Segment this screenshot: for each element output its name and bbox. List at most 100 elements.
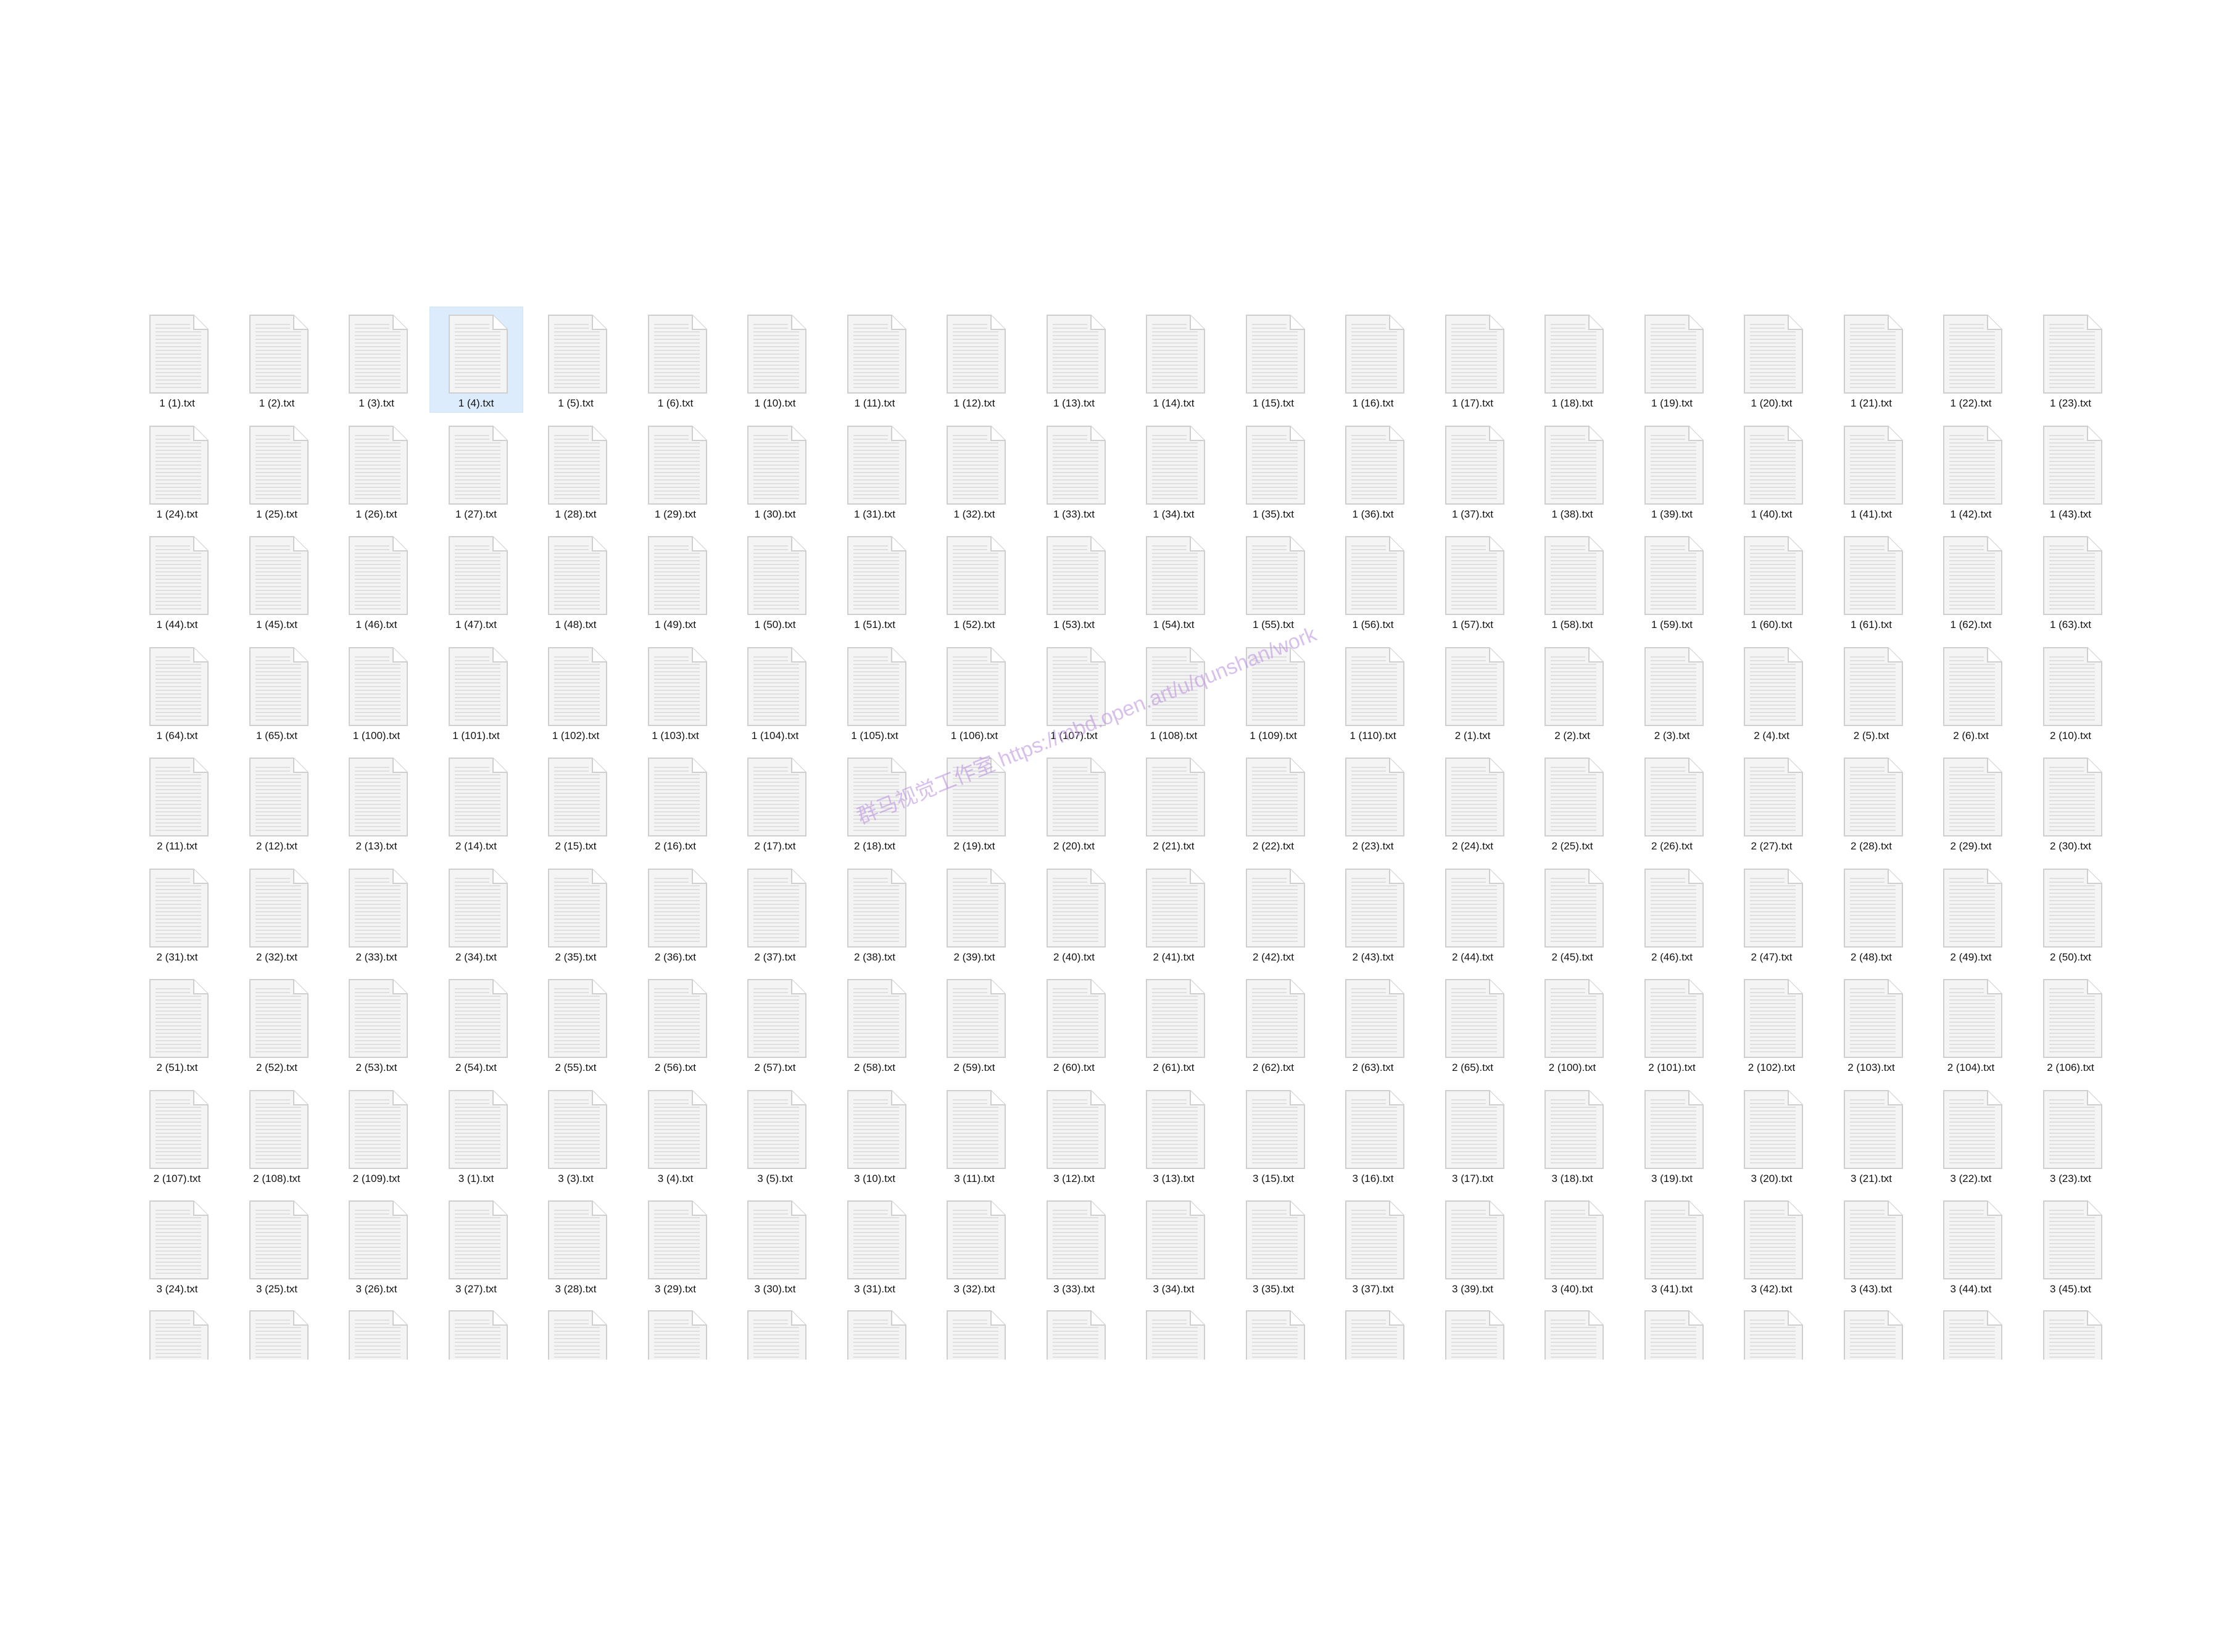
file-item-2-10-txt[interactable]: 2 (10).txt (2025, 640, 2117, 745)
partial-file-item[interactable] (1526, 1308, 1619, 1360)
file-item-1-57-txt[interactable]: 1 (57).txt (1427, 529, 1519, 634)
file-item-2-26-txt[interactable]: 2 (26).txt (1626, 750, 1719, 855)
file-item-3-42-txt[interactable]: 3 (42).txt (1725, 1193, 1818, 1298)
partial-file-item[interactable] (1725, 1308, 1818, 1360)
file-item-1-60-txt[interactable]: 1 (60).txt (1725, 529, 1818, 634)
file-item-1-15-txt[interactable]: 1 (15).txt (1227, 307, 1320, 412)
file-item-2-24-txt[interactable]: 2 (24).txt (1427, 750, 1519, 855)
file-item-2-51-txt[interactable]: 2 (51).txt (131, 972, 223, 1076)
partial-file-item[interactable] (529, 1308, 622, 1360)
file-item-1-25-txt[interactable]: 1 (25).txt (231, 418, 323, 523)
file-item-2-14-txt[interactable]: 2 (14).txt (430, 750, 523, 855)
file-item-3-23-txt[interactable]: 3 (23).txt (2025, 1083, 2117, 1187)
file-item-2-45-txt[interactable]: 2 (45).txt (1526, 861, 1619, 966)
file-item-1-49-txt[interactable]: 1 (49).txt (629, 529, 722, 634)
file-item-2-49-txt[interactable]: 2 (49).txt (1925, 861, 2017, 966)
file-item-1-30-txt[interactable]: 1 (30).txt (729, 418, 821, 523)
file-item-2-37-txt[interactable]: 2 (37).txt (729, 861, 821, 966)
file-item-3-39-txt[interactable]: 3 (39).txt (1427, 1193, 1519, 1298)
file-item-1-29-txt[interactable]: 1 (29).txt (629, 418, 722, 523)
file-item-3-15-txt[interactable]: 3 (15).txt (1227, 1083, 1320, 1187)
file-item-3-41-txt[interactable]: 3 (41).txt (1626, 1193, 1719, 1298)
file-item-1-44-txt[interactable]: 1 (44).txt (131, 529, 223, 634)
file-item-1-54-txt[interactable]: 1 (54).txt (1127, 529, 1220, 634)
file-item-2-42-txt[interactable]: 2 (42).txt (1227, 861, 1320, 966)
file-item-1-59-txt[interactable]: 1 (59).txt (1626, 529, 1719, 634)
file-item-2-36-txt[interactable]: 2 (36).txt (629, 861, 722, 966)
file-item-1-3-txt[interactable]: 1 (3).txt (330, 307, 423, 412)
file-item-2-102-txt[interactable]: 2 (102).txt (1725, 972, 1818, 1076)
file-item-3-16-txt[interactable]: 3 (16).txt (1327, 1083, 1419, 1187)
file-item-3-25-txt[interactable]: 3 (25).txt (231, 1193, 323, 1298)
partial-file-item[interactable] (629, 1308, 722, 1360)
file-item-3-11-txt[interactable]: 3 (11).txt (928, 1083, 1021, 1187)
file-item-1-103-txt[interactable]: 1 (103).txt (629, 640, 722, 745)
file-item-2-107-txt[interactable]: 2 (107).txt (131, 1083, 223, 1187)
file-item-1-33-txt[interactable]: 1 (33).txt (1028, 418, 1121, 523)
file-item-1-110-txt[interactable]: 1 (110).txt (1327, 640, 1419, 745)
file-item-1-16-txt[interactable]: 1 (16).txt (1327, 307, 1419, 412)
file-item-1-22-txt[interactable]: 1 (22).txt (1925, 307, 2017, 412)
partial-file-item[interactable] (1227, 1308, 1320, 1360)
file-item-2-38-txt[interactable]: 2 (38).txt (829, 861, 921, 966)
file-item-2-60-txt[interactable]: 2 (60).txt (1028, 972, 1121, 1076)
file-item-3-26-txt[interactable]: 3 (26).txt (330, 1193, 423, 1298)
partial-file-item[interactable] (131, 1308, 223, 1360)
file-item-2-52-txt[interactable]: 2 (52).txt (231, 972, 323, 1076)
file-item-2-101-txt[interactable]: 2 (101).txt (1626, 972, 1719, 1076)
file-item-1-52-txt[interactable]: 1 (52).txt (928, 529, 1021, 634)
file-item-1-51-txt[interactable]: 1 (51).txt (829, 529, 921, 634)
file-item-1-61-txt[interactable]: 1 (61).txt (1825, 529, 1918, 634)
file-item-2-109-txt[interactable]: 2 (109).txt (330, 1083, 423, 1187)
partial-file-item[interactable] (1427, 1308, 1519, 1360)
file-item-2-39-txt[interactable]: 2 (39).txt (928, 861, 1021, 966)
file-item-2-48-txt[interactable]: 2 (48).txt (1825, 861, 1918, 966)
file-item-3-10-txt[interactable]: 3 (10).txt (829, 1083, 921, 1187)
file-item-2-13-txt[interactable]: 2 (13).txt (330, 750, 423, 855)
file-item-1-14-txt[interactable]: 1 (14).txt (1127, 307, 1220, 412)
file-item-1-101-txt[interactable]: 1 (101).txt (430, 640, 523, 745)
file-item-1-13-txt[interactable]: 1 (13).txt (1028, 307, 1121, 412)
file-item-2-54-txt[interactable]: 2 (54).txt (430, 972, 523, 1076)
file-item-3-32-txt[interactable]: 3 (32).txt (928, 1193, 1021, 1298)
file-item-3-45-txt[interactable]: 3 (45).txt (2025, 1193, 2117, 1298)
file-item-1-65-txt[interactable]: 1 (65).txt (231, 640, 323, 745)
file-item-1-46-txt[interactable]: 1 (46).txt (330, 529, 423, 634)
file-item-2-3-txt[interactable]: 2 (3).txt (1626, 640, 1719, 745)
file-item-1-10-txt[interactable]: 1 (10).txt (729, 307, 821, 412)
file-item-2-100-txt[interactable]: 2 (100).txt (1526, 972, 1619, 1076)
file-item-2-40-txt[interactable]: 2 (40).txt (1028, 861, 1121, 966)
partial-file-item[interactable] (1825, 1308, 1918, 1360)
file-item-3-18-txt[interactable]: 3 (18).txt (1526, 1083, 1619, 1187)
file-item-2-33-txt[interactable]: 2 (33).txt (330, 861, 423, 966)
file-item-2-63-txt[interactable]: 2 (63).txt (1327, 972, 1419, 1076)
file-item-1-42-txt[interactable]: 1 (42).txt (1925, 418, 2017, 523)
file-item-2-55-txt[interactable]: 2 (55).txt (529, 972, 622, 1076)
file-item-1-34-txt[interactable]: 1 (34).txt (1127, 418, 1220, 523)
file-item-2-56-txt[interactable]: 2 (56).txt (629, 972, 722, 1076)
file-item-2-65-txt[interactable]: 2 (65).txt (1427, 972, 1519, 1076)
file-item-1-18-txt[interactable]: 1 (18).txt (1526, 307, 1619, 412)
file-item-1-41-txt[interactable]: 1 (41).txt (1825, 418, 1918, 523)
file-item-2-18-txt[interactable]: 2 (18).txt (829, 750, 921, 855)
file-item-2-47-txt[interactable]: 2 (47).txt (1725, 861, 1818, 966)
file-item-1-1-txt[interactable]: 1 (1).txt (131, 307, 223, 412)
partial-file-item[interactable] (928, 1308, 1021, 1360)
file-item-1-19-txt[interactable]: 1 (19).txt (1626, 307, 1719, 412)
file-item-1-102-txt[interactable]: 1 (102).txt (529, 640, 622, 745)
file-item-1-17-txt[interactable]: 1 (17).txt (1427, 307, 1519, 412)
file-item-2-106-txt[interactable]: 2 (106).txt (2025, 972, 2117, 1076)
file-item-1-105-txt[interactable]: 1 (105).txt (829, 640, 921, 745)
file-item-1-53-txt[interactable]: 1 (53).txt (1028, 529, 1121, 634)
file-item-2-103-txt[interactable]: 2 (103).txt (1825, 972, 1918, 1076)
file-item-1-26-txt[interactable]: 1 (26).txt (330, 418, 423, 523)
file-item-2-1-txt[interactable]: 2 (1).txt (1427, 640, 1519, 745)
file-item-1-58-txt[interactable]: 1 (58).txt (1526, 529, 1619, 634)
file-item-2-59-txt[interactable]: 2 (59).txt (928, 972, 1021, 1076)
file-item-1-27-txt[interactable]: 1 (27).txt (430, 418, 523, 523)
file-item-1-31-txt[interactable]: 1 (31).txt (829, 418, 921, 523)
file-item-1-56-txt[interactable]: 1 (56).txt (1327, 529, 1419, 634)
file-item-3-31-txt[interactable]: 3 (31).txt (829, 1193, 921, 1298)
file-item-1-55-txt[interactable]: 1 (55).txt (1227, 529, 1320, 634)
file-item-1-37-txt[interactable]: 1 (37).txt (1427, 418, 1519, 523)
